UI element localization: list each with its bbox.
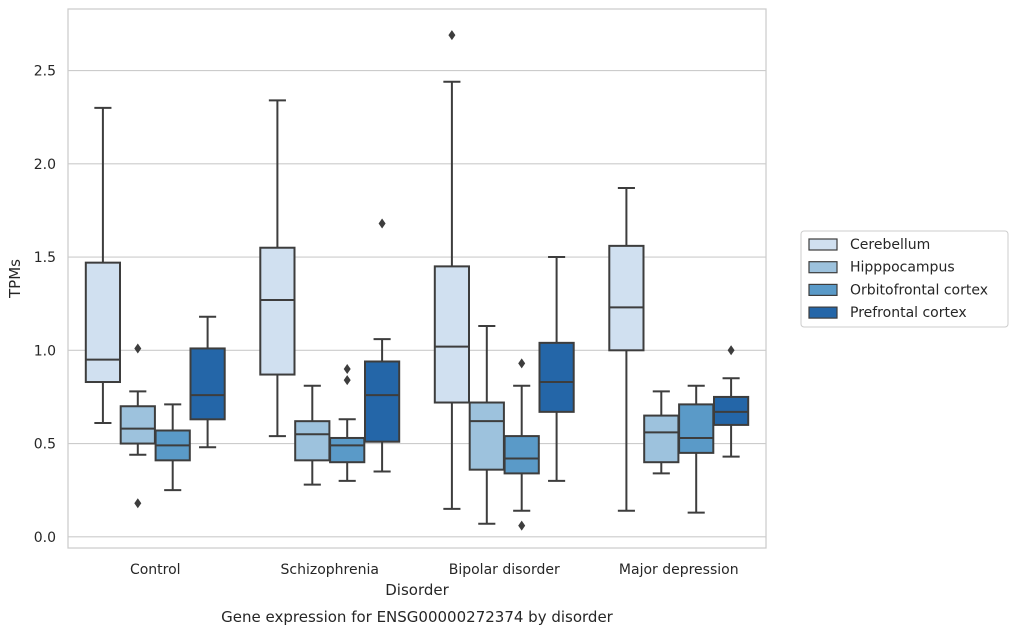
- iqr-box: [433, 265, 471, 404]
- iqr-box: [468, 401, 505, 471]
- plot-frame: [67, 8, 767, 549]
- box-orbitofrontal-cortex: [503, 358, 540, 531]
- outlier-point: [343, 375, 351, 386]
- legend-swatch: [808, 261, 838, 274]
- box-prefrontal-cortex: [712, 345, 750, 458]
- box-cerebellum: [433, 30, 471, 510]
- box-hipppocampus: [643, 390, 680, 475]
- outlier-point: [134, 343, 142, 354]
- iqr-box: [84, 261, 122, 384]
- iqr-box: [643, 414, 680, 464]
- legend: Cerebellum Hipppocampus Orbitofrontal cort…: [800, 230, 1009, 328]
- box-orbitofrontal-cortex: [329, 363, 366, 482]
- legend-frame: [800, 230, 1009, 328]
- legend-label: Orbitofrontal cortex: [850, 282, 988, 298]
- x-tick-label: Schizophrenia: [281, 562, 379, 578]
- y-tick-label: 2.0: [34, 157, 56, 173]
- box-hipppocampus: [294, 384, 331, 486]
- iqr-box: [329, 436, 366, 464]
- chart-caption: Gene expression for ENSG00000272374 by d…: [221, 608, 614, 626]
- iqr-box: [259, 246, 296, 376]
- y-tick-label: 0.5: [34, 437, 56, 453]
- x-tick-label: Bipolar disorder: [449, 562, 560, 578]
- iqr-box: [678, 403, 715, 454]
- x-tick-label: Control: [130, 562, 181, 578]
- box-orbitofrontal-cortex: [678, 384, 715, 514]
- iqr-box: [363, 360, 401, 443]
- y-tick-label: 2.5: [34, 64, 56, 80]
- iqr-box: [294, 420, 331, 462]
- x-tick-label: Major depression: [619, 562, 739, 578]
- iqr-box: [189, 347, 226, 421]
- legend-label: Prefrontal cortex: [850, 305, 967, 321]
- outlier-point: [378, 218, 386, 229]
- box-prefrontal-cortex: [363, 218, 401, 473]
- outlier-point: [134, 498, 142, 509]
- outlier-point: [518, 520, 526, 531]
- legend-swatch: [808, 238, 838, 251]
- outlier-point: [343, 363, 351, 374]
- box-prefrontal-cortex: [189, 315, 226, 449]
- x-axis-ticks: Control Schizophrenia Bipolar disorder Majo…: [130, 562, 739, 578]
- box-hipppocampus: [119, 343, 156, 509]
- legend-swatch: [808, 283, 838, 296]
- legend-label: Hipppocampus: [850, 260, 955, 276]
- iqr-box: [538, 341, 575, 413]
- legend-swatch: [808, 306, 838, 319]
- outlier-point: [448, 30, 456, 41]
- outlier-point: [518, 358, 526, 369]
- y-tick-label: 1.0: [34, 343, 56, 359]
- y-tick-label: 0.0: [34, 530, 56, 546]
- y-tick-label: 1.5: [34, 250, 56, 266]
- box-orbitofrontal-cortex: [154, 403, 191, 492]
- iqr-box: [503, 435, 540, 475]
- y-axis-ticks: 0.0 0.5 1.0 1.5 2.0 2.5: [34, 64, 56, 546]
- box-prefrontal-cortex: [538, 256, 575, 482]
- box-groups: [84, 30, 750, 531]
- legend-label: Cerebellum: [850, 237, 930, 253]
- iqr-box: [608, 244, 645, 352]
- box-cerebellum: [608, 187, 645, 512]
- x-axis-title: Disorder: [385, 581, 449, 599]
- outlier-point: [727, 345, 735, 356]
- box-cerebellum: [259, 99, 296, 438]
- y-axis-title: TPMs: [6, 259, 24, 299]
- box-hipppocampus: [468, 325, 505, 525]
- iqr-box: [119, 405, 156, 445]
- box-cerebellum: [84, 106, 122, 425]
